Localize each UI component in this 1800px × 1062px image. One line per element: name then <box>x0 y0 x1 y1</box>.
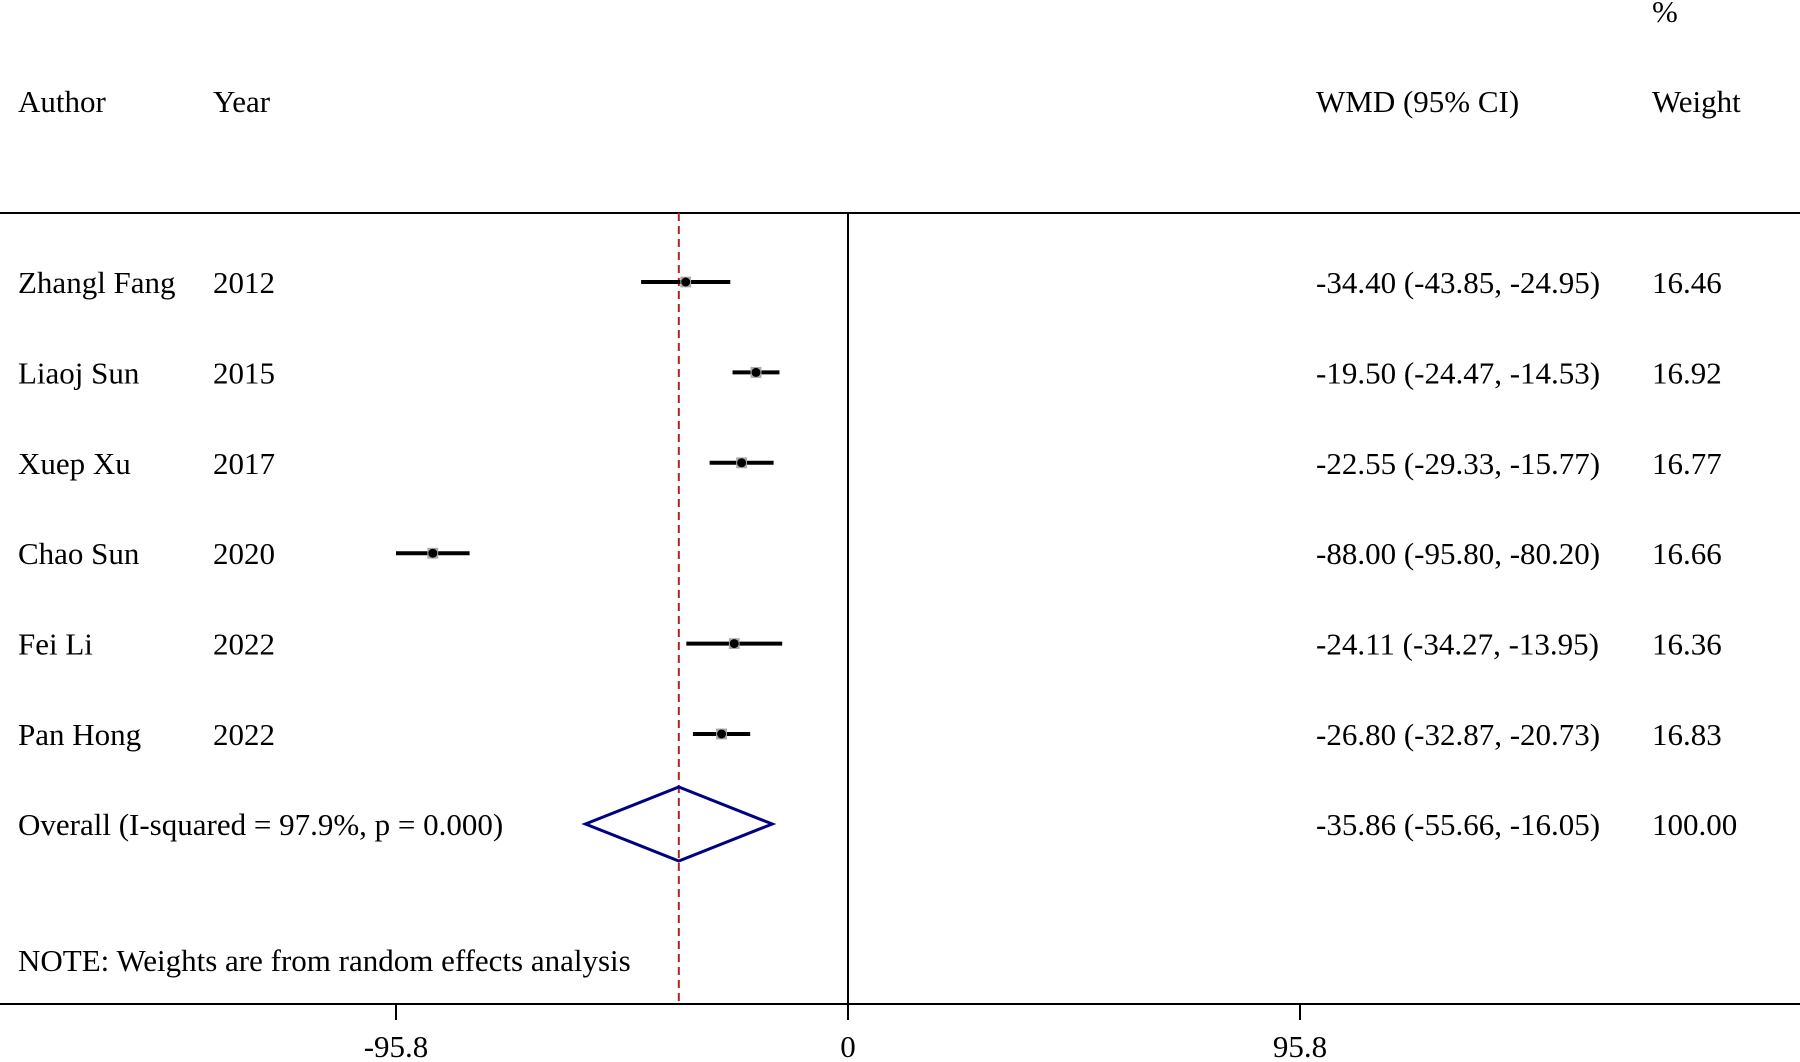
x-tick-label: 95.8 <box>1273 1029 1327 1062</box>
study-row: Pan Hong 2022 -26.80 (-32.87, -20.73) 16.83 <box>18 717 1722 752</box>
study-ci-text: -19.50 (-24.47, -14.53) <box>1316 355 1600 390</box>
study-author: Fei Li <box>18 627 93 662</box>
header-effect: WMD (95% CI) <box>1316 84 1519 119</box>
study-point <box>751 367 761 377</box>
study-year: 2017 <box>213 446 275 481</box>
study-ci-text: -22.55 (-29.33, -15.77) <box>1316 446 1600 481</box>
study-weight: 16.46 <box>1652 265 1722 300</box>
overall-label: Overall (I-squared = 97.9%, p = 0.000) <box>18 807 503 842</box>
overall-diamond <box>581 785 777 863</box>
overall-weight: 100.00 <box>1652 807 1737 842</box>
study-point <box>737 458 747 468</box>
study-author: Chao Sun <box>18 536 140 571</box>
study-year: 2020 <box>213 536 275 571</box>
study-rows: Zhangl Fang 2012 -34.40 (-43.85, -24.95) 16… <box>18 265 1722 752</box>
study-author: Liaoj Sun <box>18 355 140 390</box>
note-text: NOTE: Weights are from random effects an… <box>18 943 631 978</box>
header-weight-pct: % <box>1652 0 1678 29</box>
study-weight: 16.83 <box>1652 717 1722 752</box>
study-ci-text: -88.00 (-95.80, -80.20) <box>1316 536 1600 571</box>
x-axis-ticks: -95.8 0 95.8 <box>364 1004 1327 1062</box>
study-year: 2015 <box>213 355 275 390</box>
study-row: Zhangl Fang 2012 -34.40 (-43.85, -24.95) 16… <box>18 265 1722 300</box>
header-author: Author <box>18 84 107 119</box>
x-tick-label: -95.8 <box>364 1029 429 1062</box>
study-ci-text: -34.40 (-43.85, -24.95) <box>1316 265 1600 300</box>
study-year: 2012 <box>213 265 275 300</box>
study-row: Xuep Xu 2017 -22.55 (-29.33, -15.77) 16.77 <box>18 446 1722 481</box>
study-row: Fei Li 2022 -24.11 (-34.27, -13.95) 16.36 <box>18 627 1722 662</box>
study-point <box>428 548 438 558</box>
study-row: Liaoj Sun 2015 -19.50 (-24.47, -14.53) 16.9… <box>18 355 1722 390</box>
study-weight: 16.77 <box>1652 446 1722 481</box>
header-year: Year <box>213 84 271 119</box>
study-year: 2022 <box>213 717 275 752</box>
study-weight: 16.36 <box>1652 627 1722 662</box>
study-point <box>729 639 739 649</box>
study-author: Zhangl Fang <box>18 265 176 300</box>
study-year: 2022 <box>213 627 275 662</box>
header-weight: Weight <box>1652 84 1741 119</box>
study-author: Pan Hong <box>18 717 141 752</box>
study-ci-text: -26.80 (-32.87, -20.73) <box>1316 717 1600 752</box>
study-point <box>681 277 691 287</box>
study-row: Chao Sun 2020 -88.00 (-95.80, -80.20) 16.66 <box>18 536 1722 571</box>
study-ci-text: -24.11 (-34.27, -13.95) <box>1316 627 1599 662</box>
study-point <box>717 729 727 739</box>
x-tick-label: 0 <box>840 1029 856 1062</box>
study-author: Xuep Xu <box>18 446 131 481</box>
study-weight: 16.92 <box>1652 355 1722 390</box>
study-weight: 16.66 <box>1652 536 1722 571</box>
overall-row: Overall (I-squared = 97.9%, p = 0.000) -3… <box>18 785 1737 863</box>
overall-ci-text: -35.86 (-55.66, -16.05) <box>1316 807 1600 842</box>
